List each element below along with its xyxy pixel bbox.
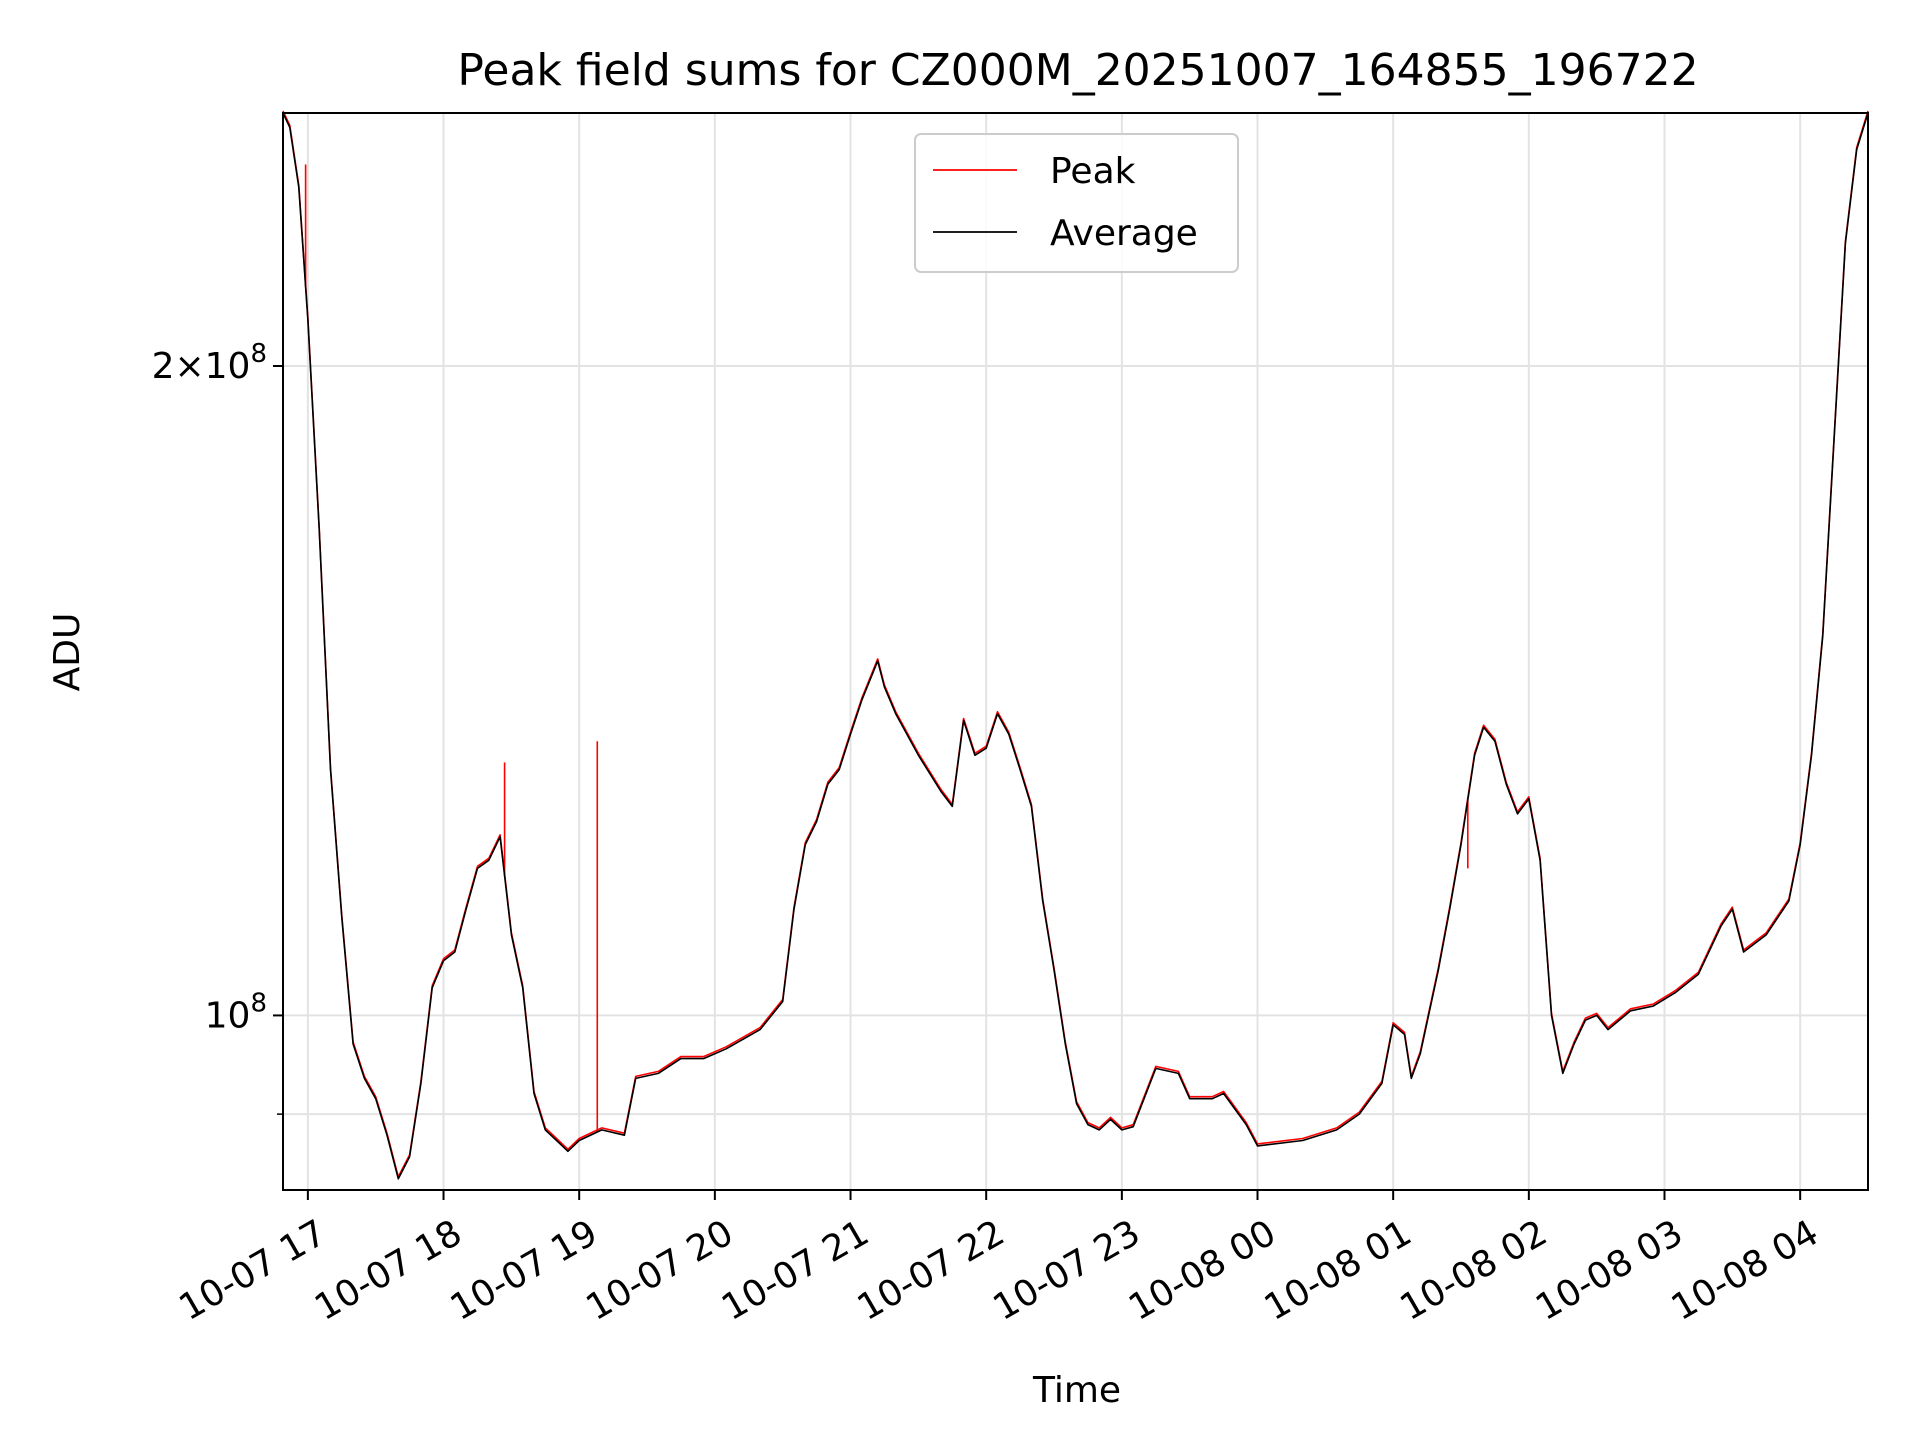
y-tick-label-base: 10 <box>205 995 251 1036</box>
legend-box <box>914 133 1239 273</box>
legend-peak-label: Peak <box>1050 151 1136 192</box>
y-tick-label-exp: 8 <box>250 339 267 369</box>
y-tick-label-mantissa: 2 <box>152 346 175 387</box>
y-tick-label-exp: 8 <box>250 988 267 1018</box>
y-tick-label: 2×108 <box>152 339 267 387</box>
grid <box>283 113 1868 1190</box>
y-axis-label: ADU <box>47 613 88 692</box>
legend: Peak Average <box>914 133 1239 273</box>
x-axis-label: Time <box>1032 1370 1121 1411</box>
legend-average-label: Average <box>1050 213 1198 254</box>
chart-title: Peak field sums for CZ000M_20251007_1648… <box>457 45 1698 96</box>
plot-frame <box>282 112 1869 1191</box>
average-line <box>282 112 1869 1180</box>
y-tick-label-base: 10 <box>205 346 251 387</box>
y-tick-label: 108 <box>205 988 267 1036</box>
y-tick-label-times: × <box>174 346 204 387</box>
series-average <box>282 112 1869 1180</box>
